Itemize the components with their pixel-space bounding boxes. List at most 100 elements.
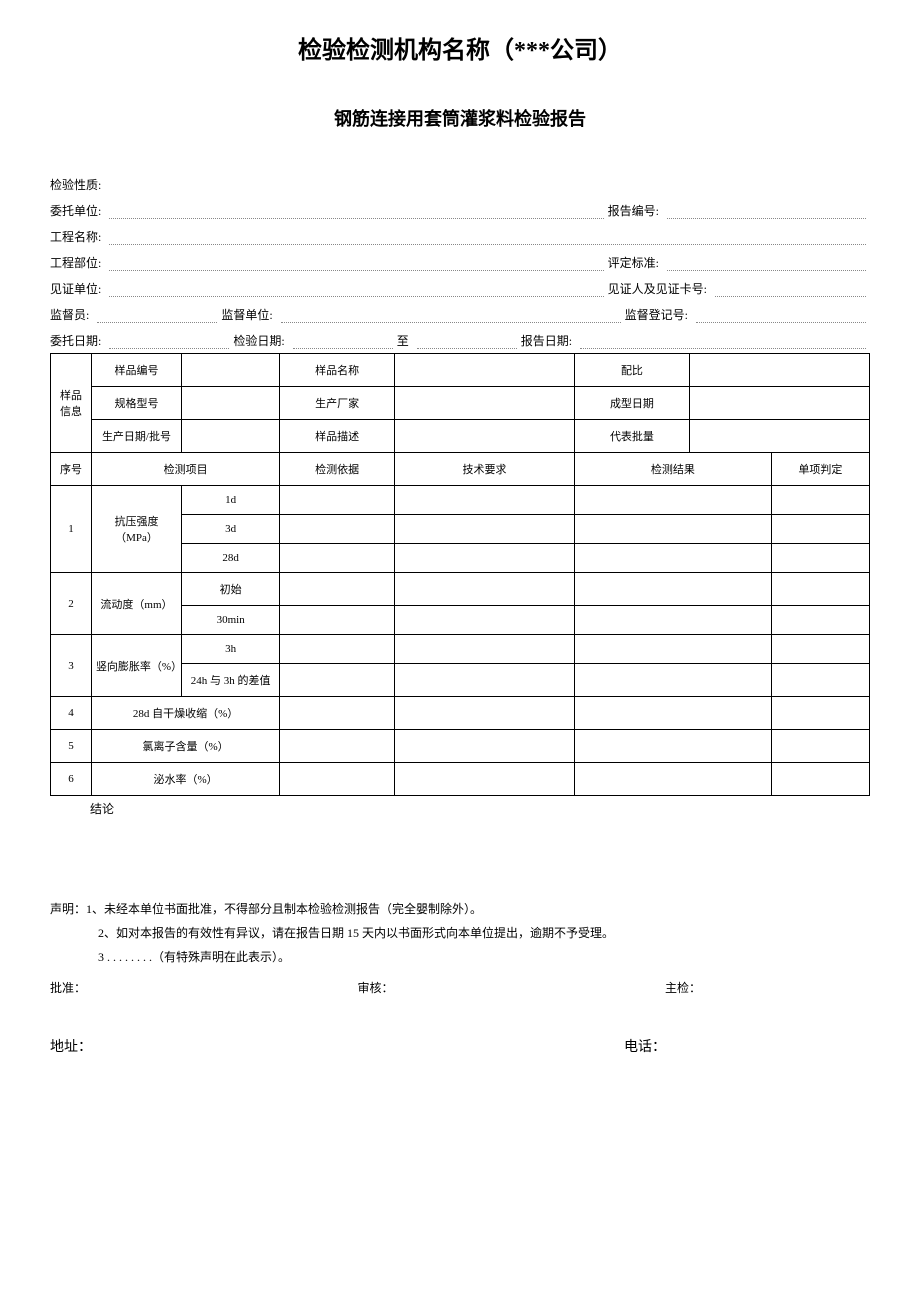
label-inspect-date: 检验日期:: [233, 332, 288, 349]
th-result: 检测结果: [575, 453, 772, 486]
cell: [394, 763, 574, 796]
org-title: 检验检测机构名称（***公司）: [50, 30, 870, 65]
cell-item: 泌水率（%）: [91, 763, 279, 796]
cell: [394, 730, 574, 763]
cell: [280, 635, 395, 664]
sign-review: 审核：: [358, 979, 666, 996]
label-supervise-unit: 监督单位:: [221, 306, 276, 323]
cell-manufacturer-label: 生产厂家: [280, 387, 395, 420]
label-supervise-reg-no: 监督登记号:: [625, 306, 692, 323]
line: [417, 335, 517, 349]
cell: [280, 486, 395, 515]
cell-spec-model-label: 规格型号: [91, 387, 181, 420]
cell: [280, 544, 395, 573]
notes-prefix: 声明：: [50, 902, 86, 916]
cell: [394, 544, 574, 573]
line: [293, 335, 393, 349]
line: [667, 205, 866, 219]
cell: [771, 763, 869, 796]
cell: [689, 420, 869, 453]
cell: [280, 606, 395, 635]
line: [281, 309, 621, 323]
cell-rep-batch-label: 代表批量: [575, 420, 690, 453]
label-project-name: 工程名称:: [50, 228, 105, 245]
cell-sub: 24h 与 3h 的差值: [182, 664, 280, 697]
cell-prod-date-label: 生产日期/批号: [91, 420, 181, 453]
doc-title: 钢筋连接用套筒灌浆料检验报告: [50, 105, 870, 131]
label-supervisor: 监督员:: [50, 306, 93, 323]
cell-seq: 2: [51, 573, 92, 635]
cell: [771, 515, 869, 544]
line: [109, 257, 603, 271]
signature-row: 批准： 审核： 主检：: [50, 979, 870, 996]
cell: [394, 573, 574, 606]
verdict-label: 结论: [90, 800, 870, 817]
sign-approve: 批准：: [50, 979, 358, 996]
cell: [771, 664, 869, 697]
cell: [771, 697, 869, 730]
cell: [394, 697, 574, 730]
cell: [575, 544, 772, 573]
cell-item: 流动度（mm）: [91, 573, 181, 635]
cell: [280, 763, 395, 796]
cell: [280, 730, 395, 763]
cell-item: 28d 自干燥收缩（%）: [91, 697, 279, 730]
th-item: 检测项目: [91, 453, 279, 486]
cell-seq: 1: [51, 486, 92, 573]
cell-seq: 3: [51, 635, 92, 697]
cell: [394, 354, 574, 387]
cell: [280, 573, 395, 606]
cell: [394, 515, 574, 544]
th-judge: 单项判定: [771, 453, 869, 486]
header-form: 检验性质: 委托单位: 报告编号: 工程名称: 工程部位: 评定标准: 见证单位…: [50, 171, 870, 349]
line: [696, 309, 866, 323]
line: [97, 309, 217, 323]
th-tech-req: 技术要求: [394, 453, 574, 486]
line: [580, 335, 866, 349]
cell: [771, 635, 869, 664]
cell: [394, 606, 574, 635]
cell: [280, 515, 395, 544]
label-client-unit: 委托单位:: [50, 202, 105, 219]
cell: [771, 573, 869, 606]
footer-address: 地址：: [50, 1036, 624, 1056]
cell: [575, 763, 772, 796]
label-witness-unit: 见证单位:: [50, 280, 105, 297]
label-eval-standard: 评定标准:: [608, 254, 663, 271]
line: [109, 335, 229, 349]
cell-item: 竖向膨胀率（%）: [91, 635, 181, 697]
line: [667, 257, 866, 271]
cell-item: 抗压强度（MPa）: [91, 486, 181, 573]
line: [109, 205, 603, 219]
cell-sample-no-label: 样品编号: [91, 354, 181, 387]
cell: [771, 486, 869, 515]
cell-sample-desc-label: 样品描述: [280, 420, 395, 453]
cell: [771, 606, 869, 635]
cell: [394, 420, 574, 453]
cell-seq: 6: [51, 763, 92, 796]
cell: [689, 387, 869, 420]
cell: [575, 486, 772, 515]
cell-ratio-label: 配比: [575, 354, 690, 387]
th-seq: 序号: [51, 453, 92, 486]
notes-block: 声明：1、未经本单位书面批准，不得部分且制本检验检测报告（完全嬰制除外）。 2、…: [50, 897, 870, 969]
cell: [575, 573, 772, 606]
label-to: 至: [397, 332, 413, 349]
cell: [575, 515, 772, 544]
cell-sample-name-label: 样品名称: [280, 354, 395, 387]
cell: [182, 420, 280, 453]
label-report-date: 报告日期:: [521, 332, 576, 349]
cell: [689, 354, 869, 387]
label-project-part: 工程部位:: [50, 254, 105, 271]
cell: [394, 486, 574, 515]
line: [109, 283, 603, 297]
cell-sub: 初始: [182, 573, 280, 606]
cell: [394, 664, 574, 697]
th-basis: 检测依据: [280, 453, 395, 486]
line: [715, 283, 866, 297]
cell: [575, 730, 772, 763]
cell: [182, 354, 280, 387]
label-inspection-nature: 检验性质:: [50, 176, 105, 193]
note-3: 3 . . . . . . . .（有特殊声明在此表示）。: [98, 945, 870, 969]
cell: [771, 730, 869, 763]
